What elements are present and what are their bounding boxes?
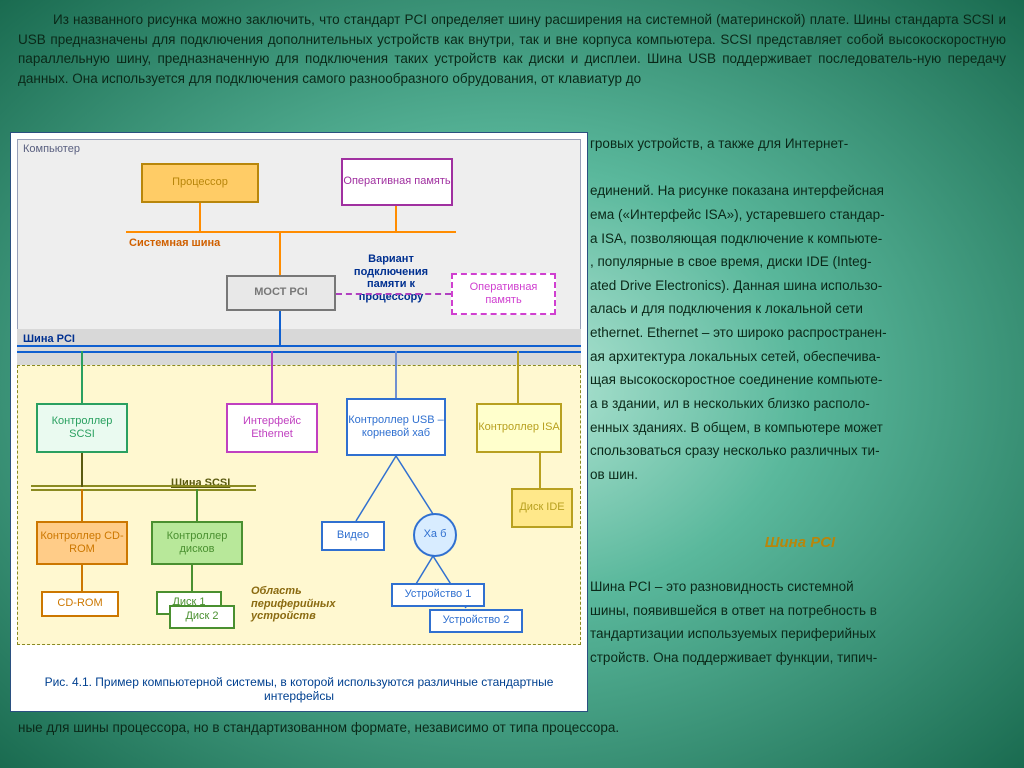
conn — [81, 565, 83, 591]
conn — [196, 489, 198, 521]
node-hub: Ха б — [413, 513, 457, 557]
node-dev1: Устройство 1 — [391, 583, 485, 607]
pci-bus-band — [17, 329, 581, 365]
bottom-line: ные для шины процессора, но в стандартиз… — [18, 718, 1006, 738]
conn — [395, 351, 397, 398]
scsi-bus-line — [31, 485, 256, 487]
architecture-diagram: Компьютер Системная шина Шина PCI Шина S… — [10, 132, 588, 712]
conn — [279, 231, 281, 275]
node-disk_ctrl: Контроллер дисков — [151, 521, 243, 565]
right-text-block-2: Шина PCI – это разновидность системнойши… — [590, 575, 1010, 670]
node-pci_bridge: МОСТ PCI — [226, 275, 336, 311]
conn — [81, 453, 83, 487]
node-video: Видео — [321, 521, 385, 551]
conn — [271, 351, 273, 403]
node-disk2: Диск 2 — [169, 605, 235, 629]
node-ide: Диск IDE — [511, 488, 573, 528]
node-mem2: Оперативная память — [451, 273, 556, 315]
system-bus-label: Системная шина — [129, 237, 220, 250]
node-mem1: Оперативная память — [341, 158, 453, 206]
top-paragraph: Из названного рисунка можно заключить, ч… — [18, 10, 1006, 88]
conn — [517, 351, 519, 403]
pci-bus-line2 — [17, 351, 581, 353]
pci-bus-label: Шина PCI — [23, 333, 75, 346]
scsi-bus-line2 — [31, 489, 256, 491]
node-cdrom_ctrl: Контроллер CD-ROM — [36, 521, 128, 565]
node-dev2: Устройство 2 — [429, 609, 523, 633]
node-cdrom: CD-ROM — [41, 591, 119, 617]
scsi-bus-label: Шина SCSI — [171, 477, 230, 490]
periph-area-label: Область периферийных устройств — [251, 585, 361, 623]
conn — [539, 453, 541, 489]
conn — [336, 293, 451, 295]
node-usb_ctrl: Контроллер USB – корневой хаб — [346, 398, 446, 456]
system-bus-line — [126, 231, 456, 233]
computer-label: Компьютер — [23, 143, 80, 156]
conn — [81, 489, 83, 521]
right-text-block: гровых устройств, а также для Интернет- … — [590, 132, 1010, 486]
section-heading: Шина PCI — [590, 530, 1010, 556]
node-scsi_ctrl: Контроллер SCSI — [36, 403, 128, 453]
computer-region — [17, 139, 581, 353]
usb-lines — [356, 456, 436, 516]
conn — [279, 311, 281, 347]
node-eth: Интерфейс Ethernet — [226, 403, 318, 453]
figure-caption: Рис. 4.1. Пример компьютерной системы, в… — [11, 675, 587, 703]
conn — [199, 203, 201, 231]
conn — [191, 565, 193, 591]
node-processor: Процессор — [141, 163, 259, 203]
variant-label: Вариант подключения памяти к процессору — [346, 253, 436, 304]
conn — [395, 206, 397, 231]
conn — [81, 351, 83, 403]
node-isa_ctrl: Контроллер ISA — [476, 403, 562, 453]
pci-bus-line — [17, 345, 581, 347]
